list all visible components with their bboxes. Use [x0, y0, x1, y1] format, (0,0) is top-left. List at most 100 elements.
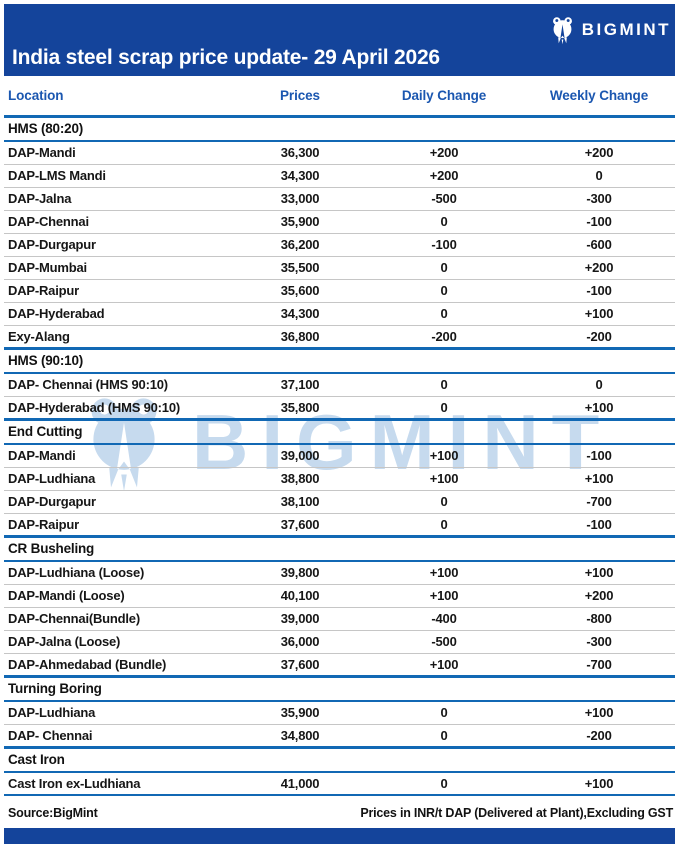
table-row: DAP-Durgapur 36,200 -100 -600: [4, 233, 675, 256]
price-cell: 35,800: [280, 399, 320, 415]
location-cell: Exy-Alang: [8, 328, 70, 344]
daily-change-cell: 0: [440, 214, 448, 229]
daily-change-cell: -400: [431, 611, 457, 626]
bigmint-logo-text: BIGMINT: [581, 20, 671, 39]
header-bar: BIGMINT India steel scrap price update- …: [4, 4, 675, 76]
price-cell: 35,900: [280, 705, 320, 721]
location-cell: DAP-Hyderabad: [8, 306, 105, 321]
price-cell: 36,200: [280, 237, 320, 252]
price-cell: 35,600: [280, 283, 320, 298]
table-row: DAP-Hyderabad 34,300 0 +100: [4, 302, 675, 325]
location-cell: DAP-Raipur: [8, 516, 79, 532]
location-cell: DAP-Jalna (Loose): [8, 634, 121, 649]
weekly-change-cell: 0: [595, 168, 603, 183]
daily-change-cell: 0: [440, 705, 448, 721]
location-cell: DAP-LMS Mandi: [8, 168, 106, 183]
daily-change-cell: +100: [429, 565, 459, 581]
price-cell: 37,600: [280, 516, 320, 532]
page-title: India steel scrap price update- 29 April…: [12, 46, 440, 69]
section-row: Cast Iron: [4, 747, 675, 772]
price-cell: 39,800: [280, 565, 320, 581]
column-header-weekly-change: Weekly Change: [549, 87, 649, 103]
daily-change-cell: 0: [440, 776, 448, 791]
weekly-change-cell: +100: [584, 399, 614, 415]
weekly-change-cell: +200: [584, 588, 614, 603]
weekly-change-cell: 0: [595, 377, 603, 393]
table-row: DAP-Ludhiana 38,800 +100 +100: [4, 467, 675, 490]
location-cell: DAP-Chennai: [8, 214, 89, 229]
location-cell: DAP-Durgapur: [8, 494, 96, 509]
bigmint-logo: BIGMINT: [549, 15, 671, 45]
table-row: DAP-Raipur 35,600 0 -100: [4, 279, 675, 302]
price-cell: 37,100: [280, 377, 320, 393]
location-cell: DAP-Ahmedabad (Bundle): [8, 656, 167, 672]
price-cell: 34,800: [280, 727, 320, 743]
weekly-change-cell: -200: [586, 328, 612, 344]
location-cell: DAP-Chennai(Bundle): [8, 611, 140, 626]
weekly-change-cell: +100: [584, 705, 614, 721]
weekly-change-cell: +200: [584, 145, 614, 161]
location-cell: DAP-Ludhiana: [8, 471, 96, 486]
weekly-change-cell: -200: [586, 727, 612, 743]
table-row: DAP-Ludhiana (Loose) 39,800 +100 +100: [4, 561, 675, 584]
section-row: End Cutting: [4, 419, 675, 444]
footer: Source:BigMint Prices in INR/t DAP (Deli…: [4, 796, 675, 823]
section-label: HMS (80:20): [8, 121, 84, 137]
daily-change-cell: 0: [440, 399, 448, 415]
location-cell: DAP-Ludhiana: [8, 705, 96, 721]
table-row: DAP-Mandi 39,000 +100 -100: [4, 444, 675, 467]
table-header: Location Prices Daily Change Weekly Chan…: [4, 76, 675, 116]
section-row: Turning Boring: [4, 676, 675, 701]
weekly-change-cell: -100: [586, 214, 612, 229]
table-row: DAP-LMS Mandi 34,300 +200 0: [4, 164, 675, 187]
section-label: Turning Boring: [8, 681, 102, 697]
daily-change-cell: 0: [440, 283, 448, 298]
daily-change-cell: 0: [440, 727, 448, 743]
table-row: DAP-Chennai(Bundle) 39,000 -400 -800: [4, 607, 675, 630]
table-row: Cast Iron ex-Ludhiana 41,000 0 +100: [4, 772, 675, 795]
daily-change-cell: 0: [440, 306, 448, 321]
price-cell: 40,100: [280, 588, 320, 603]
price-table: Location Prices Daily Change Weekly Chan…: [4, 76, 675, 796]
section-label: Cast Iron: [8, 752, 65, 768]
location-cell: DAP-Jalna: [8, 191, 72, 206]
weekly-change-cell: -700: [586, 656, 612, 672]
table-row: DAP-Mandi (Loose) 40,100 +100 +200: [4, 584, 675, 607]
section-label: CR Busheling: [8, 541, 95, 557]
table-row: DAP-Mandi 36,300 +200 +200: [4, 141, 675, 164]
price-cell: 35,900: [280, 214, 320, 229]
source-note: Source:BigMint: [8, 806, 98, 820]
daily-change-cell: -200: [431, 328, 457, 344]
weekly-change-cell: -100: [586, 448, 612, 464]
bottom-bar: [4, 828, 675, 844]
daily-change-cell: +200: [429, 168, 459, 183]
section-row: HMS (90:10): [4, 348, 675, 373]
table-row: DAP-Durgapur 38,100 0 -700: [4, 490, 675, 513]
daily-change-cell: +200: [429, 145, 459, 161]
weekly-change-cell: -100: [586, 516, 612, 532]
weekly-change-cell: -600: [586, 237, 612, 252]
daily-change-cell: +100: [429, 448, 459, 464]
table-row: DAP-Chennai 35,900 0 -100: [4, 210, 675, 233]
table-row: DAP-Ludhiana 35,900 0 +100: [4, 701, 675, 724]
table-row: DAP-Ahmedabad (Bundle) 37,600 +100 -700: [4, 653, 675, 676]
weekly-change-cell: -800: [586, 611, 612, 626]
location-cell: DAP- Chennai: [8, 727, 93, 743]
column-header-location: Location: [8, 87, 64, 103]
weekly-change-cell: +100: [584, 471, 614, 486]
column-header-daily-change: Daily Change: [401, 87, 487, 103]
weekly-change-cell: -300: [586, 634, 612, 649]
daily-change-cell: -500: [431, 634, 457, 649]
section-label: HMS (90:10): [8, 353, 84, 369]
location-cell: DAP-Ludhiana (Loose): [8, 565, 145, 581]
section-row: CR Busheling: [4, 536, 675, 561]
column-header-row: Location Prices Daily Change Weekly Chan…: [4, 76, 675, 116]
table-row: DAP- Chennai (HMS 90:10) 37,100 0 0: [4, 373, 675, 396]
location-cell: DAP-Mandi (Loose): [8, 588, 125, 603]
weekly-change-cell: +100: [584, 776, 614, 791]
daily-change-cell: 0: [440, 260, 448, 275]
weekly-change-cell: -100: [586, 283, 612, 298]
table-row: DAP- Chennai 34,800 0 -200: [4, 724, 675, 747]
price-unit-note: Prices in INR/t DAP (Delivered at Plant)…: [360, 806, 673, 820]
location-cell: Cast Iron ex-Ludhiana: [8, 776, 141, 791]
